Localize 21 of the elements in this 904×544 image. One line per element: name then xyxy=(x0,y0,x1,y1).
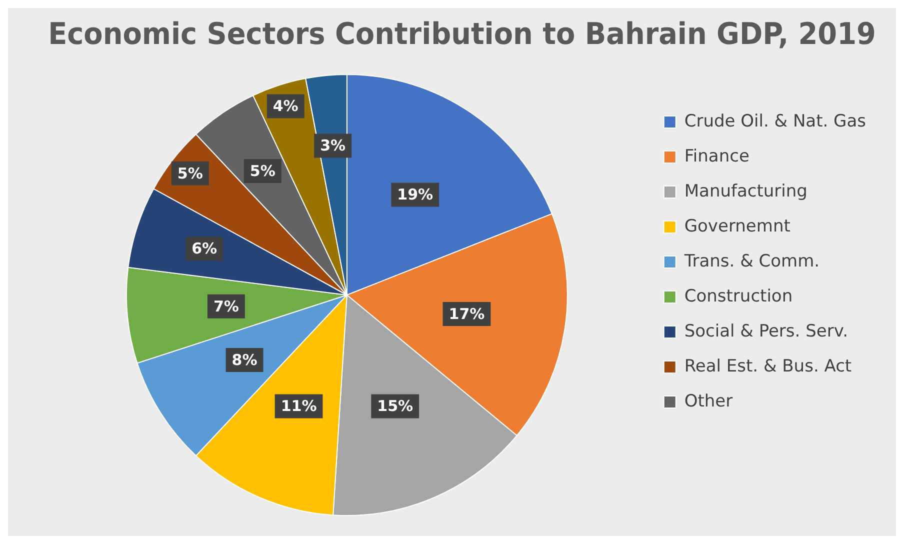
chart-title: Economic Sectors Contribution to Bahrain GDP, 2019 xyxy=(48,16,876,52)
legend-label: Other xyxy=(684,391,733,412)
legend-label: Real Est. & Bus. Act xyxy=(684,356,852,376)
legend-label: Governemnt xyxy=(684,216,791,236)
legend-label: Manufacturing xyxy=(684,181,808,202)
data-label: 15% xyxy=(377,397,414,416)
legend-label: Construction xyxy=(684,286,793,306)
data-label: 8% xyxy=(232,350,258,369)
legend-label: Trans. & Comm. xyxy=(683,251,820,272)
legend-label: Crude Oil. & Nat. Gas xyxy=(684,111,866,132)
legend-label: Social & Pers. Serv. xyxy=(684,321,848,342)
data-label: 3% xyxy=(320,136,346,155)
data-label: 5% xyxy=(250,162,276,180)
legend-label: Finance xyxy=(684,146,750,166)
data-label: 7% xyxy=(213,297,239,316)
data-label: 6% xyxy=(192,240,218,258)
data-label: 17% xyxy=(448,304,485,323)
data-label: 19% xyxy=(397,186,434,204)
data-label: 4% xyxy=(272,97,298,116)
data-label: 11% xyxy=(280,397,317,416)
data-label: 5% xyxy=(177,164,203,182)
